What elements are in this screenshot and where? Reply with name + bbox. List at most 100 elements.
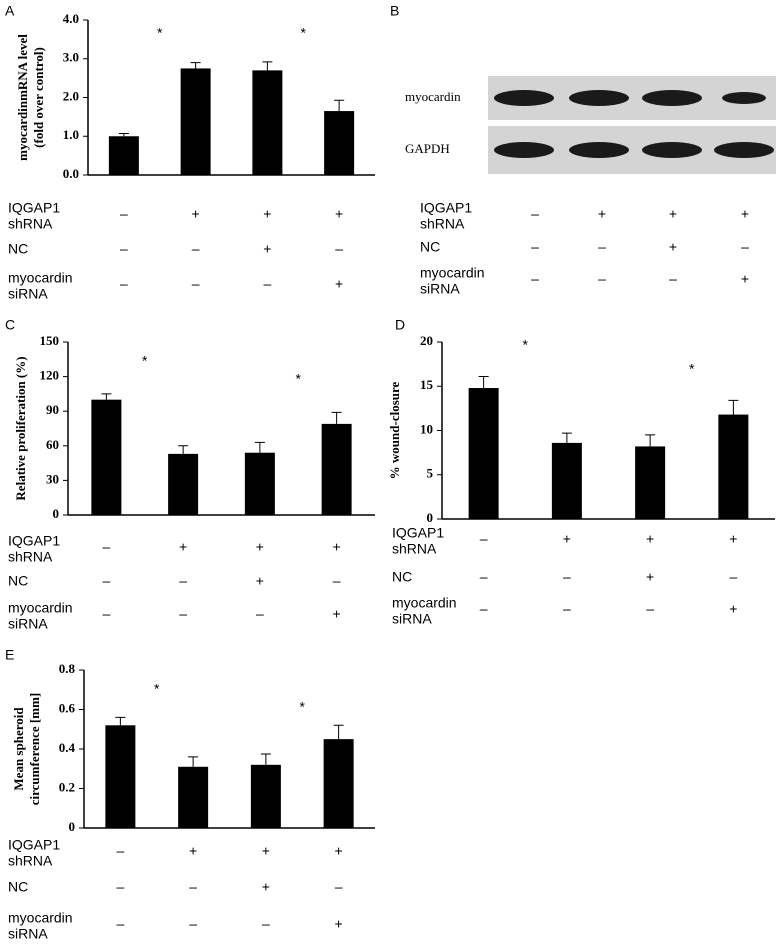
y-axis-label: Mean spheroid [11, 707, 26, 791]
condition-sign: – [646, 601, 654, 617]
condition-sign: – [335, 241, 343, 257]
condition-sign: – [102, 606, 110, 622]
y-axis-label: (fold over control) [31, 47, 46, 148]
condition-sign: + [741, 206, 749, 222]
condition-label: IQGAP1 [420, 200, 472, 216]
bar [635, 446, 666, 519]
condition-sign: + [256, 539, 264, 555]
condition-sign: + [262, 843, 270, 859]
blot-band [722, 92, 766, 104]
condition-sign: + [262, 879, 270, 895]
y-axis-label: % wound-closure [387, 381, 402, 479]
condition-label: NC [8, 241, 28, 257]
y-tick-label: 10 [420, 421, 433, 436]
condition-label: siRNA [420, 281, 460, 297]
condition-sign: – [531, 271, 539, 287]
blot-band [642, 142, 702, 158]
condition-label: myocardin [8, 600, 73, 616]
condition-label: siRNA [392, 611, 432, 627]
y-tick-label: 30 [46, 471, 59, 486]
blot-row-label: myocardin [405, 89, 461, 104]
condition-sign: – [120, 241, 128, 257]
error-bar [190, 62, 201, 69]
bar [718, 414, 749, 519]
condition-label: shRNA [8, 549, 53, 565]
condition-sign: + [669, 206, 677, 222]
y-tick-label: 150 [40, 333, 60, 348]
condition-sign: + [256, 573, 264, 589]
condition-label: IQGAP1 [8, 533, 60, 549]
panel-label: C [5, 317, 15, 333]
significance-mark: * [142, 353, 148, 369]
y-tick-label: 0.4 [59, 740, 76, 755]
condition-sign: – [120, 206, 128, 222]
error-bar [333, 724, 344, 740]
condition-sign: – [531, 206, 539, 222]
error-bar [645, 434, 656, 447]
bar [551, 442, 582, 519]
condition-label: shRNA [392, 541, 437, 557]
bar [252, 70, 283, 175]
y-axis-label: myocardinmRNA level [15, 34, 30, 161]
condition-label: IQGAP1 [8, 200, 60, 216]
bar [178, 766, 209, 828]
condition-sign: – [192, 276, 200, 292]
condition-sign: – [179, 573, 187, 589]
condition-sign: – [102, 539, 110, 555]
blot-band [714, 142, 774, 158]
y-tick-label: 0.6 [59, 700, 76, 715]
condition-sign: + [333, 539, 341, 555]
y-tick-label: 0 [427, 510, 434, 525]
bar [108, 136, 139, 175]
condition-label: siRNA [8, 616, 48, 632]
condition-sign: + [729, 601, 737, 617]
condition-sign: – [741, 239, 749, 255]
condition-sign: + [729, 531, 737, 547]
condition-label: siRNA [8, 286, 48, 302]
panel-label: A [5, 3, 15, 19]
y-axis-label: circumference [mm] [27, 693, 42, 806]
condition-sign: – [189, 879, 197, 895]
y-tick-label: 0 [69, 819, 76, 834]
condition-label: myocardin [392, 595, 457, 611]
blot-band [494, 90, 554, 106]
condition-label: IQGAP1 [392, 525, 444, 541]
condition-sign: – [192, 241, 200, 257]
condition-sign: + [263, 241, 271, 257]
condition-label: NC [8, 573, 28, 589]
error-bar [118, 133, 129, 137]
error-bar [188, 756, 199, 767]
condition-sign: + [669, 239, 677, 255]
condition-sign: + [335, 276, 343, 292]
condition-sign: – [563, 569, 571, 585]
panel-label: B [390, 3, 399, 19]
condition-sign: – [116, 843, 124, 859]
blot-band [642, 90, 702, 106]
condition-sign: + [179, 539, 187, 555]
condition-sign: – [116, 879, 124, 895]
condition-sign: – [729, 569, 737, 585]
condition-label: myocardin [420, 265, 485, 281]
condition-sign: – [256, 606, 264, 622]
condition-sign: – [189, 916, 197, 932]
condition-label: siRNA [8, 926, 48, 942]
condition-sign: – [262, 916, 270, 932]
bar [180, 68, 211, 175]
panel-label: D [395, 317, 405, 333]
condition-sign: – [120, 276, 128, 292]
bar [324, 111, 355, 175]
blot-band [494, 142, 554, 158]
condition-sign: + [741, 271, 749, 287]
bar [91, 399, 122, 515]
significance-mark: * [300, 699, 306, 715]
condition-label: NC [392, 569, 412, 585]
error-bar [115, 716, 126, 726]
condition-sign: – [335, 879, 343, 895]
condition-sign: – [598, 239, 606, 255]
error-bar [178, 445, 189, 454]
condition-sign: + [192, 206, 200, 222]
blot-band [569, 142, 629, 158]
condition-sign: + [333, 606, 341, 622]
condition-label: NC [420, 239, 440, 255]
